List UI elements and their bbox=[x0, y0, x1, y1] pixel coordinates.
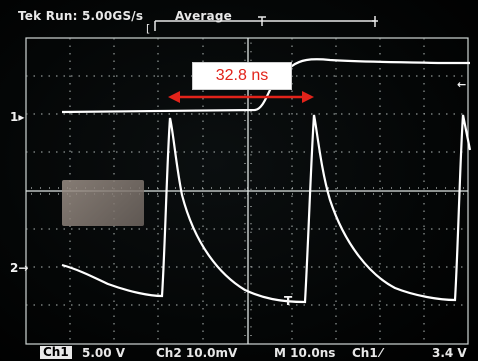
bracket-left-mark: [ bbox=[146, 22, 150, 35]
ch1-scale-readout: 5.00 V bbox=[82, 346, 126, 360]
screen-glare bbox=[62, 180, 144, 226]
ch2-scale-readout: Ch2 10.0mV bbox=[156, 346, 238, 360]
ch1-ground-marker: 1▸ bbox=[10, 110, 24, 124]
trigger-level-readout: 3.4 V bbox=[432, 346, 467, 360]
measurement-label: 32.8 ns bbox=[215, 67, 269, 84]
ch2-ground-marker: 2→ bbox=[10, 261, 28, 275]
cursor-marker-bottom: T bbox=[284, 294, 293, 308]
ch1-indicator: Ch1 bbox=[40, 346, 72, 359]
ch2-marker-label: 2 bbox=[10, 261, 19, 275]
trigger-position-bracket bbox=[154, 16, 378, 31]
ch2-marker-arrow-icon: → bbox=[18, 261, 29, 275]
trigger-source-readout: Ch1 bbox=[352, 346, 378, 360]
timebase-readout: M 10.0ns bbox=[274, 346, 336, 360]
run-status: Tek Run: 5.00GS/s bbox=[18, 9, 144, 23]
measurement-label-box: 32.8 ns bbox=[192, 62, 292, 90]
measurement-arrow bbox=[168, 91, 314, 103]
acquire-mode: Average bbox=[175, 9, 232, 23]
grid-lines bbox=[26, 38, 468, 344]
ch2-trace bbox=[61, 114, 472, 304]
trigger-slope-icon: ⁄ bbox=[380, 346, 383, 360]
ch1-marker-arrow-icon: ▸ bbox=[18, 110, 25, 124]
trigger-level-marker: ← bbox=[457, 78, 466, 91]
ch1-marker-label: 1 bbox=[10, 110, 19, 124]
